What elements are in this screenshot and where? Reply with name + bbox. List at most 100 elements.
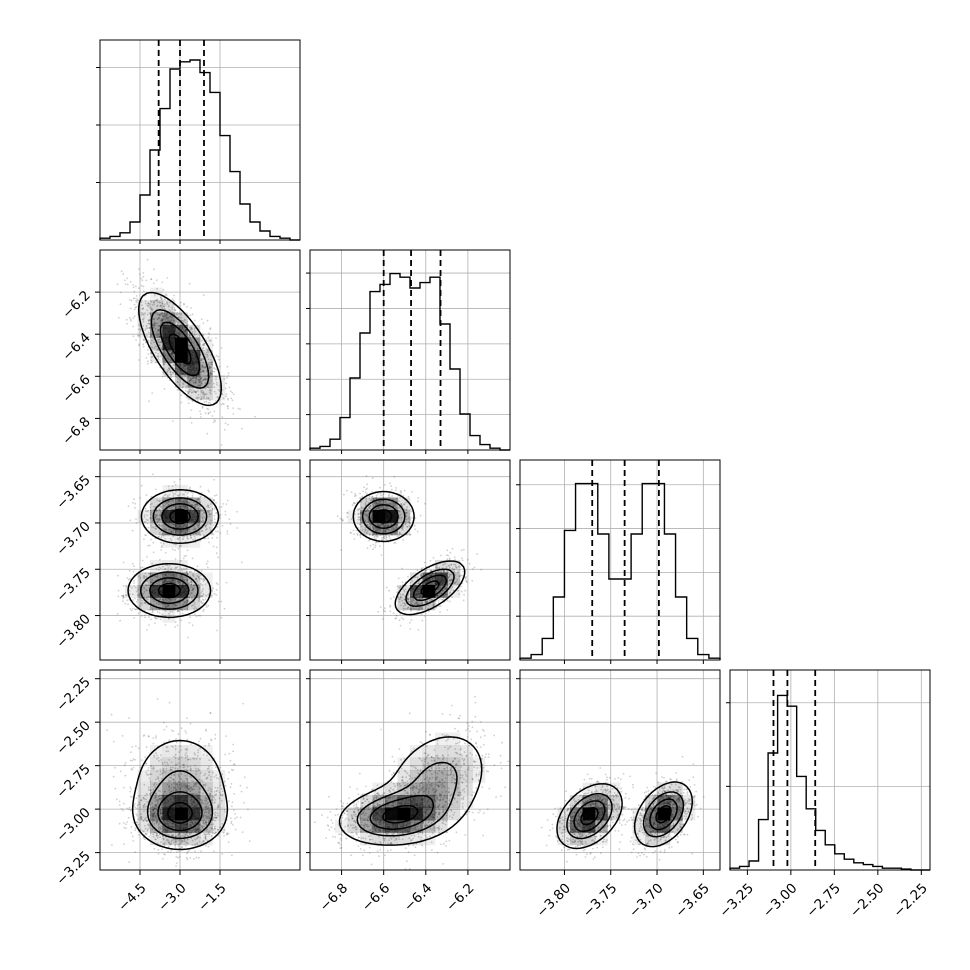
panel-content xyxy=(100,250,300,450)
sample-point xyxy=(224,513,227,516)
sample-point xyxy=(135,590,138,593)
sample-point xyxy=(225,393,228,395)
sample-point xyxy=(201,509,204,511)
sample-point xyxy=(227,407,230,410)
sample-point xyxy=(182,319,184,322)
sample-point xyxy=(164,537,167,540)
sample-point xyxy=(191,592,193,594)
sample-point xyxy=(210,389,212,391)
sample-point xyxy=(154,617,157,620)
sample-point xyxy=(392,612,395,615)
sample-point xyxy=(157,334,160,337)
sample-point xyxy=(188,622,191,624)
sample-point xyxy=(168,500,171,503)
sample-point xyxy=(161,524,164,527)
sample-point xyxy=(160,549,163,551)
sample-point xyxy=(208,382,211,384)
sample-point xyxy=(208,513,211,516)
sample-point xyxy=(206,353,209,356)
sample-point xyxy=(179,379,182,381)
sample-point xyxy=(410,510,413,513)
sample-point xyxy=(226,365,229,368)
sample-point xyxy=(209,387,211,389)
sample-point xyxy=(177,378,179,380)
sample-point xyxy=(399,624,402,627)
sample-point xyxy=(127,603,129,606)
sample-point xyxy=(189,377,192,380)
sample-point xyxy=(175,320,177,323)
sample-point xyxy=(116,612,119,615)
sample-point xyxy=(212,524,215,526)
sample-point xyxy=(140,301,143,303)
sample-point xyxy=(196,390,199,392)
sample-point xyxy=(200,496,202,498)
sample-point xyxy=(145,510,147,512)
sample-point xyxy=(131,529,134,532)
sample-point xyxy=(158,524,160,526)
sample-point xyxy=(188,390,190,393)
sample-point xyxy=(156,336,159,339)
sample-point xyxy=(154,525,157,528)
sample-point xyxy=(241,427,243,430)
sample-point xyxy=(166,277,169,279)
sample-point xyxy=(221,389,224,391)
sample-point xyxy=(147,302,150,305)
sample-point xyxy=(200,520,203,523)
sample-point xyxy=(191,386,194,389)
sample-point xyxy=(150,359,153,362)
sample-point xyxy=(132,325,135,328)
sample-point xyxy=(177,494,180,497)
sample-point xyxy=(163,313,166,316)
sample-point xyxy=(204,526,207,528)
sample-point xyxy=(144,616,147,619)
sample-point xyxy=(192,588,194,591)
sample-point xyxy=(159,500,161,502)
sample-point xyxy=(162,496,164,498)
sample-point xyxy=(343,493,345,496)
sample-point xyxy=(342,519,344,521)
sample-point xyxy=(159,525,161,527)
sample-point xyxy=(202,516,205,518)
sample-point xyxy=(188,336,190,338)
sample-point xyxy=(171,485,174,488)
sample-point xyxy=(154,513,157,516)
sample-point xyxy=(227,405,229,407)
sample-point xyxy=(200,508,202,511)
sample-point xyxy=(212,344,214,346)
sample-point xyxy=(196,575,199,577)
sample-point xyxy=(201,333,204,335)
sample-point xyxy=(205,356,207,359)
sample-point xyxy=(165,316,168,319)
sample-point xyxy=(173,505,175,507)
sample-point xyxy=(205,562,208,565)
density-cell xyxy=(137,325,151,338)
sample-point xyxy=(190,581,192,583)
sample-point xyxy=(146,510,149,513)
sample-point xyxy=(157,568,160,571)
sample-point xyxy=(210,503,212,505)
sample-point xyxy=(199,384,202,386)
sample-point xyxy=(198,378,201,381)
sample-point xyxy=(174,598,177,601)
sample-point xyxy=(390,488,393,491)
sample-point xyxy=(164,533,167,536)
sample-point xyxy=(189,486,191,489)
density-cell xyxy=(200,362,213,376)
sample-point xyxy=(146,598,149,601)
sample-point xyxy=(204,366,207,369)
sample-point xyxy=(208,367,211,370)
sample-point xyxy=(170,315,173,317)
sample-point xyxy=(211,537,214,540)
sample-point xyxy=(165,314,168,317)
sample-point xyxy=(229,523,232,525)
sample-point xyxy=(201,520,204,523)
sample-point xyxy=(363,486,365,489)
sample-point xyxy=(177,580,180,583)
density-cell xyxy=(175,510,188,523)
sample-point xyxy=(130,299,133,302)
sample-point xyxy=(117,595,120,598)
sample-point xyxy=(208,515,211,518)
sample-point xyxy=(137,598,139,601)
sample-point xyxy=(164,528,167,531)
sample-point xyxy=(195,377,198,380)
